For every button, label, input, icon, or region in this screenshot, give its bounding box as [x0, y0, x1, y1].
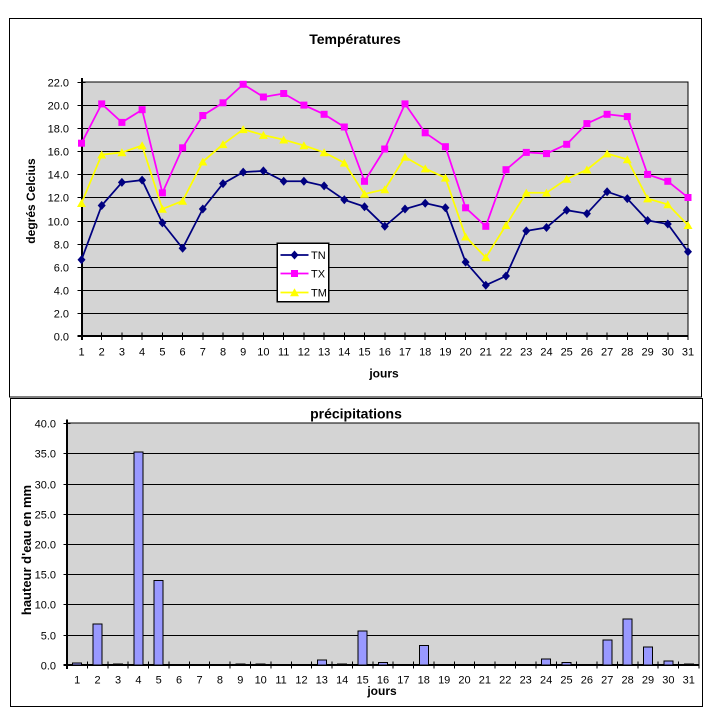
- svg-text:11: 11: [275, 675, 286, 687]
- svg-text:5: 5: [156, 675, 162, 687]
- svg-text:4: 4: [139, 347, 145, 359]
- svg-text:23: 23: [520, 675, 532, 687]
- svg-text:6.0: 6.0: [54, 263, 69, 275]
- svg-text:13: 13: [318, 347, 330, 359]
- svg-text:26: 26: [581, 675, 593, 687]
- svg-text:20.0: 20.0: [35, 540, 56, 552]
- svg-text:26: 26: [581, 347, 593, 359]
- svg-text:16: 16: [377, 675, 389, 687]
- svg-text:21: 21: [479, 675, 491, 687]
- svg-text:5.0: 5.0: [41, 631, 56, 643]
- svg-text:7: 7: [200, 347, 206, 359]
- svg-text:20: 20: [459, 347, 471, 359]
- svg-text:précipitations: précipitations: [310, 406, 402, 422]
- svg-text:28: 28: [621, 675, 633, 687]
- svg-text:21: 21: [480, 347, 492, 359]
- svg-text:25: 25: [560, 675, 572, 687]
- svg-text:29: 29: [641, 347, 653, 359]
- svg-text:2: 2: [95, 675, 101, 687]
- svg-text:TX: TX: [311, 269, 326, 281]
- svg-text:14: 14: [338, 347, 350, 359]
- svg-text:8.0: 8.0: [54, 240, 69, 252]
- svg-text:20.0: 20.0: [48, 101, 69, 113]
- svg-text:12: 12: [295, 675, 307, 687]
- svg-text:15: 15: [356, 675, 368, 687]
- svg-text:25.0: 25.0: [35, 510, 56, 522]
- svg-text:17: 17: [397, 675, 409, 687]
- svg-text:10: 10: [257, 347, 269, 359]
- svg-text:27: 27: [601, 675, 613, 687]
- svg-text:0.0: 0.0: [54, 332, 69, 344]
- svg-text:31: 31: [683, 675, 695, 687]
- svg-text:24: 24: [540, 675, 552, 687]
- svg-text:degrés Celcius: degrés Celcius: [24, 158, 38, 244]
- svg-text:30: 30: [662, 675, 674, 687]
- svg-text:22: 22: [499, 675, 511, 687]
- svg-text:2.0: 2.0: [54, 309, 69, 321]
- svg-text:16.0: 16.0: [48, 147, 69, 159]
- svg-text:30.0: 30.0: [35, 480, 56, 492]
- svg-text:29: 29: [642, 675, 654, 687]
- svg-text:8: 8: [217, 675, 223, 687]
- svg-text:19: 19: [438, 675, 450, 687]
- svg-text:35.0: 35.0: [35, 449, 56, 461]
- svg-text:2: 2: [99, 347, 105, 359]
- svg-text:20: 20: [458, 675, 470, 687]
- svg-text:3: 3: [115, 675, 121, 687]
- svg-text:1: 1: [78, 347, 84, 359]
- svg-text:31: 31: [682, 347, 694, 359]
- svg-text:18: 18: [419, 347, 431, 359]
- svg-text:27: 27: [601, 347, 613, 359]
- svg-text:Températures: Températures: [309, 31, 401, 47]
- svg-text:9: 9: [237, 675, 243, 687]
- svg-text:40.0: 40.0: [35, 419, 56, 431]
- svg-text:8: 8: [220, 347, 226, 359]
- svg-text:4.0: 4.0: [54, 286, 69, 298]
- svg-text:hauteur d'eau en mm: hauteur d'eau en mm: [19, 485, 34, 615]
- svg-text:4: 4: [135, 675, 141, 687]
- svg-text:1: 1: [74, 675, 80, 687]
- svg-text:11: 11: [278, 347, 289, 359]
- svg-text:12: 12: [298, 347, 310, 359]
- svg-text:0.0: 0.0: [41, 661, 56, 673]
- svg-text:25: 25: [561, 347, 573, 359]
- svg-text:TM: TM: [311, 288, 327, 300]
- svg-text:28: 28: [621, 347, 633, 359]
- svg-text:19: 19: [439, 347, 451, 359]
- svg-text:6: 6: [180, 347, 186, 359]
- svg-text:jours: jours: [366, 684, 397, 698]
- svg-text:15.0: 15.0: [35, 570, 56, 582]
- svg-text:14: 14: [336, 675, 348, 687]
- svg-text:23: 23: [520, 347, 532, 359]
- svg-text:jours: jours: [368, 367, 399, 381]
- svg-text:TN: TN: [311, 250, 326, 262]
- svg-text:14.0: 14.0: [48, 170, 69, 182]
- svg-text:12.0: 12.0: [48, 193, 69, 205]
- svg-text:13: 13: [316, 675, 328, 687]
- svg-text:24: 24: [540, 347, 552, 359]
- svg-text:7: 7: [196, 675, 202, 687]
- svg-text:6: 6: [176, 675, 182, 687]
- svg-text:17: 17: [399, 347, 411, 359]
- svg-text:5: 5: [159, 347, 165, 359]
- svg-text:18: 18: [418, 675, 430, 687]
- svg-text:22.0: 22.0: [48, 78, 69, 90]
- svg-text:16: 16: [379, 347, 391, 359]
- svg-text:30: 30: [662, 347, 674, 359]
- svg-text:15: 15: [358, 347, 370, 359]
- svg-text:9: 9: [240, 347, 246, 359]
- svg-text:10: 10: [255, 675, 267, 687]
- svg-text:22: 22: [500, 347, 512, 359]
- svg-text:3: 3: [119, 347, 125, 359]
- svg-text:18.0: 18.0: [48, 124, 69, 136]
- svg-text:10.0: 10.0: [35, 600, 56, 612]
- svg-text:10.0: 10.0: [48, 217, 69, 229]
